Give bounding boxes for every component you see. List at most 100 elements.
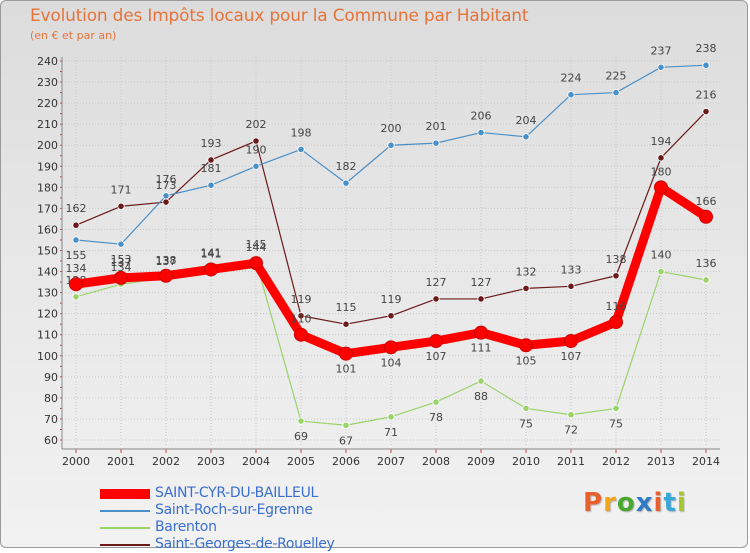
- data-label-saint-georges-de-rouelley: 132: [516, 265, 537, 278]
- data-point-saint-georges-de-rouelley: [162, 198, 170, 206]
- y-tick-label: 210: [37, 118, 58, 131]
- legend-swatch: [100, 544, 150, 546]
- y-tick-label: 180: [37, 181, 58, 194]
- data-label-saint-cyr-du-bailleul: 134: [66, 262, 87, 275]
- plot-area: [62, 57, 720, 444]
- data-label-saint-roch-sur-egrenne: 224: [561, 72, 582, 85]
- data-point-saint-roch-sur-egrenne: [432, 139, 440, 147]
- data-label-saint-cyr-du-bailleul: 101: [336, 363, 357, 376]
- x-tick-label: 2011: [557, 455, 585, 468]
- x-tick-label: 2006: [332, 455, 360, 468]
- data-point-saint-cyr-du-bailleul: [384, 340, 398, 355]
- data-label-saint-cyr-du-bailleul: 110: [291, 313, 312, 326]
- x-tick-label: 2003: [197, 455, 225, 468]
- data-label-saint-georges-de-rouelley: 115: [336, 301, 357, 314]
- data-point-saint-cyr-du-bailleul: [564, 334, 578, 349]
- logo-letter: t: [663, 488, 677, 518]
- data-point-saint-cyr-du-bailleul: [69, 277, 83, 292]
- data-point-saint-cyr-du-bailleul: [519, 338, 533, 353]
- legend-swatch: [100, 527, 150, 529]
- data-point-saint-georges-de-rouelley: [432, 295, 440, 303]
- data-point-saint-cyr-du-bailleul: [249, 256, 263, 271]
- legend-label: Saint-Roch-sur-Egrenne: [155, 502, 313, 518]
- data-label-saint-cyr-du-bailleul: 138: [156, 254, 177, 267]
- data-point-saint-roch-sur-egrenne: [387, 141, 395, 149]
- data-label-saint-roch-sur-egrenne: 238: [696, 42, 717, 55]
- data-point-saint-cyr-du-bailleul: [294, 327, 308, 342]
- legend-swatch: [100, 489, 150, 499]
- data-label-saint-roch-sur-egrenne: 200: [381, 122, 402, 135]
- legend-label: Barenton: [155, 519, 217, 535]
- data-label-saint-cyr-du-bailleul: 104: [381, 356, 402, 369]
- legend-label: SAINT-CYR-DU-BAILLEUL: [155, 485, 319, 501]
- data-point-saint-georges-de-rouelley: [342, 320, 350, 328]
- y-tick-label: 140: [37, 266, 58, 279]
- data-point-saint-georges-de-rouelley: [72, 221, 80, 229]
- data-point-saint-roch-sur-egrenne: [162, 192, 170, 200]
- data-point-saint-roch-sur-egrenne: [72, 236, 80, 244]
- data-point-saint-roch-sur-egrenne: [702, 61, 710, 69]
- data-point-saint-roch-sur-egrenne: [477, 128, 485, 137]
- data-label-saint-georges-de-rouelley: 127: [471, 276, 492, 289]
- data-label-saint-georges-de-rouelley: 119: [381, 293, 402, 306]
- x-tick-label: 2014: [692, 455, 720, 468]
- data-label-saint-roch-sur-egrenne: 182: [336, 160, 357, 173]
- data-label-saint-georges-de-rouelley: 133: [561, 263, 582, 276]
- data-point-barenton: [477, 377, 485, 385]
- data-label-saint-roch-sur-egrenne: 176: [156, 173, 177, 186]
- logo-letter: r: [603, 488, 617, 518]
- proxiti-logo: Proxiti: [583, 488, 687, 518]
- data-label-saint-cyr-du-bailleul: 111: [471, 342, 492, 355]
- data-point-saint-cyr-du-bailleul: [654, 180, 668, 195]
- x-tick-label: 2010: [512, 455, 540, 468]
- data-point-saint-cyr-du-bailleul: [159, 268, 173, 283]
- y-tick-label: 150: [37, 245, 58, 258]
- y-tick-label: 80: [44, 392, 58, 405]
- x-tick-label: 2012: [602, 455, 630, 468]
- data-label-saint-georges-de-rouelley: 194: [651, 135, 672, 148]
- data-point-saint-roch-sur-egrenne: [567, 91, 575, 99]
- data-point-saint-cyr-du-bailleul: [114, 270, 128, 285]
- y-tick-label: 70: [44, 413, 58, 426]
- data-point-saint-georges-de-rouelley: [252, 137, 260, 145]
- data-label-barenton: 140: [651, 249, 672, 262]
- data-point-barenton: [72, 293, 80, 301]
- data-label-saint-roch-sur-egrenne: 198: [291, 126, 312, 139]
- x-tick-label: 2002: [152, 455, 180, 468]
- data-label-saint-cyr-du-bailleul: 105: [516, 354, 537, 367]
- data-point-saint-cyr-du-bailleul: [339, 346, 353, 361]
- data-point-saint-roch-sur-egrenne: [207, 181, 215, 189]
- data-label-barenton: 136: [696, 257, 717, 270]
- y-tick-label: 170: [37, 202, 58, 215]
- data-label-saint-roch-sur-egrenne: 201: [426, 120, 447, 133]
- data-point-barenton: [702, 276, 710, 284]
- data-point-saint-georges-de-rouelley: [567, 282, 575, 290]
- data-label-barenton: 75: [609, 417, 623, 430]
- legend-item-saint-roch-sur-egrenne: Saint-Roch-sur-Egrenne: [100, 502, 400, 519]
- data-point-saint-cyr-du-bailleul: [429, 334, 443, 349]
- data-label-barenton: 71: [384, 426, 398, 439]
- data-point-saint-roch-sur-egrenne: [612, 88, 620, 97]
- y-tick-label: 100: [37, 350, 58, 363]
- y-tick-label: 60: [44, 434, 58, 447]
- data-point-barenton: [387, 413, 395, 421]
- data-point-barenton: [297, 417, 305, 425]
- y-tick-label: 230: [37, 76, 58, 89]
- chart-title: Evolution des Impôts locaux pour la Comm…: [30, 6, 529, 26]
- y-tick-label: 200: [37, 139, 58, 152]
- data-point-saint-georges-de-rouelley: [657, 154, 665, 162]
- x-tick-label: 2004: [242, 455, 270, 468]
- data-label-saint-roch-sur-egrenne: 206: [471, 110, 492, 123]
- data-label-saint-georges-de-rouelley: 173: [156, 179, 177, 192]
- data-point-saint-cyr-du-bailleul: [609, 315, 623, 330]
- legend-item-saint-cyr-du-bailleul: SAINT-CYR-DU-BAILLEUL: [100, 485, 400, 502]
- x-tick-label: 2009: [467, 455, 495, 468]
- data-label-saint-cyr-du-bailleul: 137: [111, 256, 132, 269]
- data-point-barenton: [432, 398, 440, 406]
- legend-label: Saint-Georges-de-Rouelley: [155, 536, 335, 552]
- data-label-barenton: 88: [474, 390, 488, 403]
- data-label-barenton: 75: [519, 417, 533, 430]
- y-tick-label: 110: [37, 329, 58, 342]
- data-point-saint-georges-de-rouelley: [387, 312, 395, 320]
